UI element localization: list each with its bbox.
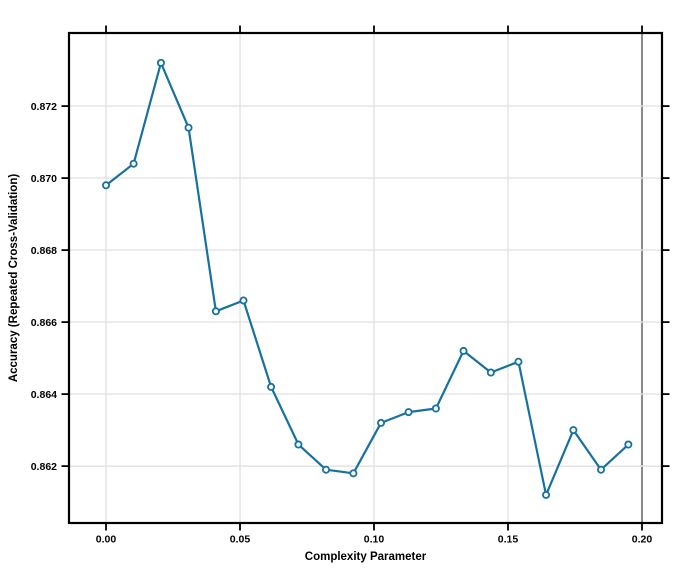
y-axis-tick-label: 0.872 [31,101,57,113]
data-point-marker [542,490,551,499]
x-axis-title: Complexity Parameter [304,551,427,563]
data-point-marker [431,404,440,413]
y-axis-tick-label: 0.864 [31,389,57,401]
data-point-marker [102,181,111,190]
x-axis-tick-label: 0.20 [632,534,653,546]
data-point-marker [267,382,276,391]
y-axis-tick-label: 0.866 [31,317,57,329]
accuracy-line [104,61,630,497]
x-axis-tick-label: 0.15 [498,534,519,546]
data-point-marker [239,296,248,305]
data-point-marker [156,58,165,67]
data-point-marker [294,440,303,449]
y-axis-tick-label: 0.868 [31,245,57,257]
data-point-marker [404,408,413,417]
y-axis-tick-label: 0.862 [31,461,57,473]
data-point-marker [597,465,606,474]
y-axis-tick-label: 0.870 [31,173,57,185]
data-point-marker [459,346,468,355]
data-point-marker [129,159,138,168]
data-point-marker [514,357,523,366]
data-point-marker [486,368,495,377]
data-point-marker [624,440,633,449]
x-axis-tick-label: 0.05 [230,534,251,546]
data-point-marker [184,123,193,132]
y-axis-title: Accuracy (Repeated Cross-Validation) [8,173,20,383]
data-point-marker [322,465,331,474]
x-axis-tick-label: 0.10 [364,534,385,546]
data-point-marker [376,418,385,427]
data-point-marker [349,469,358,478]
data-point-marker [569,426,578,435]
x-axis-tick-label: 0.00 [96,534,117,546]
plot-border [67,31,664,525]
data-point-marker [211,307,220,316]
